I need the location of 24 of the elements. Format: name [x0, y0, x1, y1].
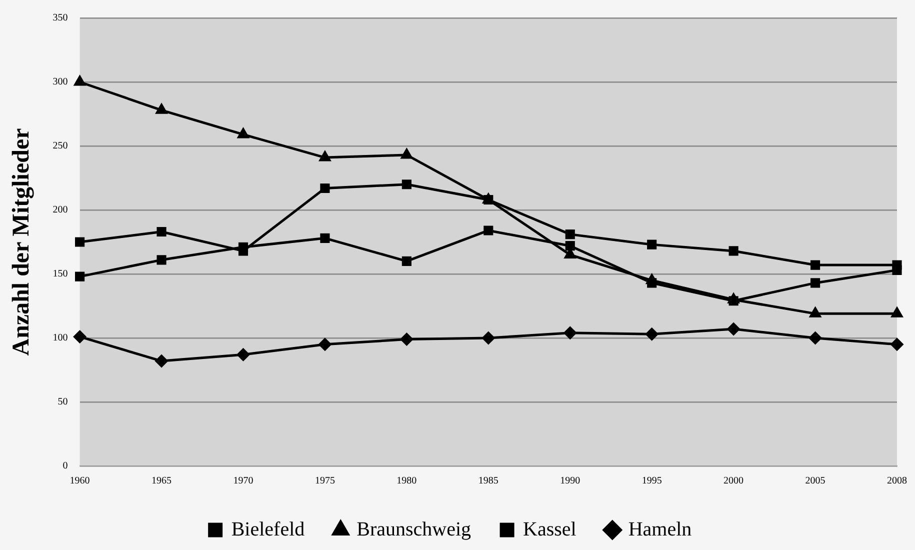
x-tick-label: 1995: [642, 476, 662, 487]
x-tick-label: 1985: [478, 476, 498, 487]
y-axis-title: Anzahl der Mitglieder: [8, 128, 35, 356]
y-tick-label: 350: [52, 12, 68, 24]
legend-label: Hameln: [628, 518, 692, 540]
y-tick-label: 50: [58, 396, 68, 408]
legend-label: Braunschweig: [356, 518, 472, 540]
x-tick-label: 1965: [152, 476, 172, 487]
y-tick-label: 0: [62, 460, 68, 472]
x-tick-label: 2005: [805, 476, 826, 487]
x-tick-label: 1970: [233, 476, 254, 487]
x-tick-label: 2008: [887, 476, 907, 487]
y-tick-label: 150: [52, 268, 68, 280]
y-tick-label: 250: [52, 140, 68, 152]
legend-label: Bielefeld: [231, 518, 305, 540]
x-tick-label: 1960: [70, 476, 90, 487]
legend-label: Kassel: [523, 518, 577, 540]
y-tick-label: 200: [52, 204, 68, 216]
x-tick-label: 1975: [314, 476, 335, 487]
y-tick-label: 100: [52, 332, 68, 344]
y-tick-label: 300: [52, 76, 68, 88]
x-tick-label: 1990: [560, 476, 580, 487]
x-tick-label: 2000: [724, 476, 744, 487]
x-tick-label: 1980: [396, 476, 417, 487]
